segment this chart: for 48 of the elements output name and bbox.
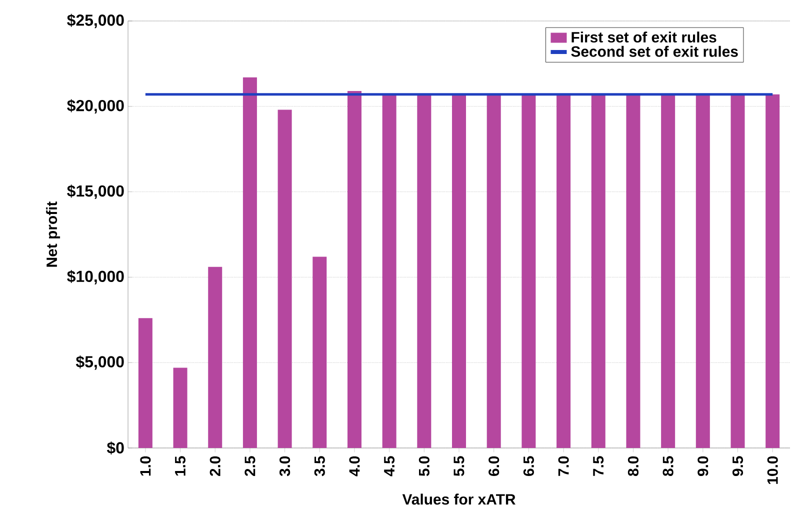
x-tick-label: 7.0 <box>558 456 569 476</box>
x-tick-label: 6.0 <box>488 456 500 476</box>
y-tick-label: $15,000 <box>67 184 124 199</box>
bar <box>696 94 710 448</box>
y-tick-label: $25,000 <box>67 14 124 28</box>
y-tick-label: $10,000 <box>67 270 124 284</box>
x-tick-label: 3.0 <box>279 456 290 476</box>
x-tick-label: 7.5 <box>593 456 604 476</box>
bar <box>208 266 222 448</box>
x-tick-label: 4.5 <box>384 456 395 476</box>
x-tick-label: 8.5 <box>662 456 674 476</box>
y-tick-label: $5,000 <box>76 355 124 370</box>
y-axis-title: Net profit <box>46 201 60 267</box>
bar <box>661 94 676 448</box>
x-tick-label: 4.0 <box>349 456 360 476</box>
bar <box>173 368 188 448</box>
bar <box>556 94 571 448</box>
x-tick-label: 5.0 <box>418 456 430 476</box>
bar <box>278 110 292 448</box>
x-tick-label: 9.5 <box>732 456 744 476</box>
bar <box>522 94 536 448</box>
y-tick-label: $20,000 <box>67 99 124 114</box>
y-tick-label: $0 <box>106 441 124 454</box>
bar <box>730 94 745 448</box>
legend-label: Second set of exit rules <box>571 46 738 57</box>
bar <box>347 91 362 448</box>
bar <box>766 94 780 448</box>
x-tick-label: 2.5 <box>244 456 256 476</box>
x-tick-label: 1.0 <box>140 456 151 476</box>
x-tick-label: 2.0 <box>210 456 220 476</box>
bar <box>242 77 257 448</box>
x-tick-label: 5.5 <box>454 456 464 476</box>
x-tick-label: 8.0 <box>628 456 639 476</box>
bar <box>452 94 466 448</box>
x-tick-label: 10.0 <box>767 456 778 484</box>
x-axis-title: Values for xATR <box>402 494 516 505</box>
bar <box>138 318 152 448</box>
bar <box>486 94 501 448</box>
bar <box>591 94 606 448</box>
x-tick-label: 9.0 <box>698 456 708 476</box>
x-tick-label: 6.5 <box>523 456 534 476</box>
bar <box>417 94 432 448</box>
legend-label: First set of exit rules <box>572 32 716 43</box>
x-tick-label: 3.5 <box>314 456 325 476</box>
x-tick-label: 1.5 <box>175 456 186 476</box>
bar <box>312 256 327 448</box>
bar <box>626 94 640 448</box>
bar <box>382 94 396 448</box>
